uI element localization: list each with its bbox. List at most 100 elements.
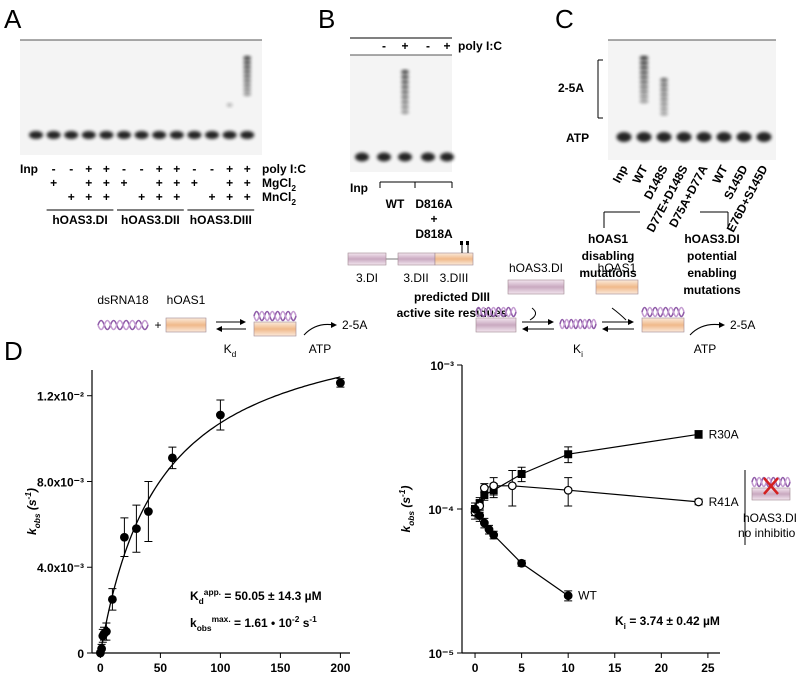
residue-tick — [466, 241, 469, 245]
x-tick-label: 200 — [330, 661, 350, 675]
gel-band — [716, 132, 732, 142]
condition-sign: + — [120, 176, 127, 190]
text-part: k — [399, 525, 413, 533]
text-part: MnCl — [262, 190, 291, 204]
gel-band — [696, 132, 712, 142]
complex-box — [641, 317, 685, 333]
gel-band — [636, 132, 652, 142]
gel-band — [639, 75, 649, 80]
gel-band — [660, 87, 668, 92]
domain-label: 3.DII — [403, 271, 428, 285]
annotation: kobsmax. = 1.61 • 10-2 s-1 — [190, 614, 317, 633]
point — [563, 591, 573, 601]
condition-sign: + — [103, 176, 110, 190]
group-label: hOAS3.DI — [684, 232, 739, 246]
scheme-label: hOAS3.DI — [509, 261, 563, 275]
condition-sign: + — [156, 162, 163, 176]
lane-label: + — [430, 212, 437, 226]
text-part: (s — [399, 497, 413, 511]
gel-band — [616, 132, 632, 142]
gel-band — [676, 132, 692, 142]
domain-box — [397, 252, 436, 266]
gel-band — [355, 152, 369, 162]
gel-band — [660, 101, 668, 107]
text-part: i — [581, 349, 583, 359]
dsrna — [97, 319, 149, 331]
enzyme-box — [595, 279, 639, 295]
enzyme-box — [165, 317, 207, 333]
gel-band — [660, 97, 668, 102]
text-part: 2 — [291, 183, 296, 193]
series-label: R41A — [709, 495, 739, 509]
text-part: -1 — [309, 614, 317, 624]
condition-sign: + — [244, 190, 251, 204]
x-tick-label: 25 — [701, 661, 715, 675]
gel-band — [240, 131, 255, 139]
text-part: obs — [406, 511, 416, 526]
gel-band — [639, 99, 649, 104]
text-part: ) — [399, 485, 413, 491]
gel-band — [187, 131, 202, 139]
y-tick-label: 10⁻³ — [430, 359, 454, 373]
gel-band — [639, 89, 649, 94]
condition-sign: + — [208, 190, 215, 204]
condition-sign: - — [192, 162, 196, 176]
text-part: k — [190, 616, 197, 630]
series-line — [474, 485, 699, 513]
text-part: poly I:C — [262, 162, 306, 176]
lane-label: D816A — [415, 197, 453, 211]
gel-band — [243, 73, 252, 79]
text-part: ) — [25, 488, 39, 494]
arrow-head — [602, 326, 608, 332]
annotation: Ki = 3.74 ± 0.42 µM — [615, 614, 720, 631]
constant-label: Kd — [224, 342, 237, 359]
row-label: MgCl2 — [262, 176, 296, 193]
text-part: d — [199, 596, 204, 606]
y-tick-label: 10⁻⁴ — [428, 503, 454, 517]
annotation: Kdapp. = 50.05 ± 14.3 µM — [190, 587, 322, 606]
gel-band — [639, 65, 649, 70]
condition-sign: + — [85, 190, 92, 204]
x-tick-label: 5 — [518, 661, 525, 675]
dsrna — [641, 306, 685, 318]
point — [489, 481, 499, 491]
condition-sign: - — [69, 162, 73, 176]
gel-band — [222, 131, 237, 139]
gel-band — [401, 74, 409, 80]
text-part: K — [224, 342, 232, 356]
panel-label: A — [4, 4, 22, 34]
text-part: k — [25, 527, 39, 535]
band-label: ATP — [566, 131, 589, 145]
gel-band — [134, 131, 149, 139]
strand — [559, 318, 597, 330]
point — [479, 483, 489, 493]
text-part: i — [624, 621, 626, 631]
gel-band — [29, 131, 43, 139]
x-tick-label: 15 — [608, 661, 622, 675]
inhibitor-box — [507, 279, 565, 295]
condition-sign: - — [382, 39, 386, 53]
condition-sign: + — [68, 190, 75, 204]
group-label: mutations — [579, 266, 637, 280]
x-tick-label: 10 — [562, 661, 576, 675]
panel-label: D — [4, 336, 23, 366]
condition-sign: + — [401, 39, 408, 53]
condition-sign: + — [173, 176, 180, 190]
point — [564, 450, 573, 459]
arrow-head — [240, 319, 246, 325]
arrow — [611, 307, 627, 321]
gel-band — [117, 131, 131, 139]
condition-label: poly I:C — [458, 39, 502, 53]
gel-band — [243, 78, 252, 83]
point — [97, 644, 106, 654]
text-part: = 3.74 ± 0.42 µM — [626, 614, 720, 628]
arrow — [529, 307, 536, 321]
text-part: 2 — [291, 197, 296, 207]
arrow-head — [522, 326, 528, 332]
series-line — [474, 433, 699, 510]
gel-band — [401, 99, 409, 105]
arrow-head — [628, 319, 634, 325]
point — [336, 378, 345, 388]
condition-sign: + — [244, 176, 251, 190]
gel-band — [398, 152, 412, 162]
